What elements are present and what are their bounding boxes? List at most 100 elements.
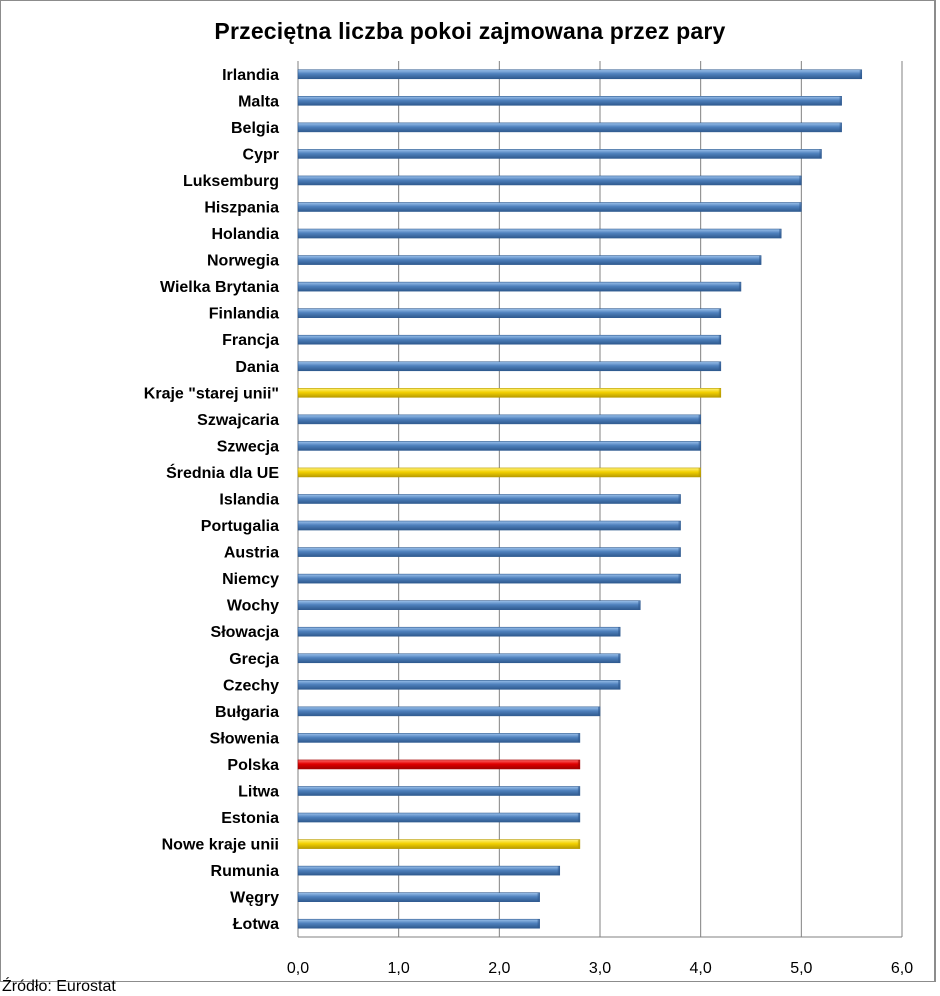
bar-cap-0 [859,69,862,79]
bar-16 [297,494,681,504]
bar-cap-24 [598,706,600,716]
category-label: Dania [235,359,279,376]
bar-cap-18 [678,547,681,557]
category-label: Portugalia [201,518,279,535]
category-label: Nowe kraje unii [162,837,279,854]
category-label: Hiszpania [204,200,279,217]
bar-cap-6 [779,229,782,239]
bar-cap-11 [718,361,721,371]
bar-cap-27 [577,786,580,796]
bar-cap-2 [839,122,842,132]
category-labels: Irlandia Malta Belgia Cypr Luksemburg Hiszpan… [144,67,280,933]
bar-cap-10 [718,335,721,345]
bar-8 [297,281,742,292]
bar-23 [297,680,621,690]
tick-label: 0,0 [287,960,309,977]
category-label: Średnia dla UE [166,463,279,482]
category-label: Austria [224,545,279,562]
bars [297,69,863,929]
bar-28 [297,812,581,823]
category-label: Szwajcaria [197,412,279,429]
source-note: Źródło: Eurostat [2,978,116,995]
bar-27 [297,786,581,796]
category-label: Islandia [219,492,279,509]
bar-cap-21 [618,627,621,637]
bar-26 [297,759,581,770]
bar-cap-22 [618,653,621,663]
bar-cap-4 [799,175,802,185]
bar-cap-3 [819,149,822,159]
tick-label: 4,0 [690,960,712,977]
bar-cap-29 [577,839,580,849]
bar-cap-28 [577,813,580,823]
bar-cap-13 [698,414,701,424]
bar-1 [297,96,842,106]
category-label: Norwegia [207,253,279,270]
bar-cap-17 [678,521,681,531]
bar-cap-26 [577,759,580,769]
bar-cap-16 [678,494,681,504]
bar-cap-25 [577,733,580,743]
bar-18 [297,547,681,557]
bar-7 [297,255,762,265]
category-label: Estonia [221,810,279,827]
bar-9 [297,308,722,318]
bar-25 [297,733,581,743]
bar-4 [297,175,802,186]
bar-29 [297,839,581,849]
category-label: Węgry [230,890,279,907]
category-label: Malta [238,93,279,110]
tick-label: 2,0 [488,960,510,977]
chart-title: Przeciętna liczba pokoi zajmowana przez … [214,18,726,44]
bar-14 [297,441,701,451]
category-label: Belgia [231,120,279,137]
bar-22 [297,653,621,664]
bar-cap-32 [537,919,540,929]
bar-cap-19 [678,574,681,584]
bar-15 [297,467,701,478]
category-label: Wielka Brytania [160,279,279,296]
bar-2 [297,122,842,133]
category-label: Niemcy [222,571,279,588]
category-label: Holandia [211,226,279,243]
bar-21 [297,626,621,637]
bar-cap-23 [618,680,621,690]
category-label: Kraje "starej unii" [144,385,279,402]
category-label: Rumunia [211,863,280,880]
bar-cap-30 [557,866,560,876]
bar-cap-9 [718,308,721,318]
bar-cap-20 [638,600,641,610]
bar-12 [297,388,722,398]
bar-20 [297,600,641,610]
bar-cap-7 [759,255,762,265]
category-label: Cypr [243,146,279,163]
tick-label: 6,0 [891,960,913,977]
category-label: Bułgaria [215,704,279,721]
bar-11 [297,361,722,372]
category-label: Litwa [238,784,279,801]
bar-cap-31 [537,892,540,902]
bar-30 [297,865,561,876]
bar-10 [297,334,722,345]
bar-13 [297,414,701,425]
category-label: Finlandia [209,306,279,323]
category-label: Łotwa [233,916,279,933]
category-label: Słowenia [210,730,279,747]
bar-32 [297,918,540,929]
category-label: Irlandia [222,67,279,84]
category-label: Polska [227,757,279,774]
bar-6 [297,228,782,239]
bar-5 [297,202,802,212]
bar-cap-12 [718,388,721,398]
bar-cap-1 [839,96,842,106]
category-label: Czechy [223,677,279,694]
category-label: Słowacja [211,624,280,641]
bar-17 [297,520,681,531]
tick-label: 1,0 [388,960,410,977]
bar-3 [297,149,822,159]
bar-31 [297,892,540,902]
bar-cap-5 [799,202,802,212]
bar-0 [297,69,863,80]
